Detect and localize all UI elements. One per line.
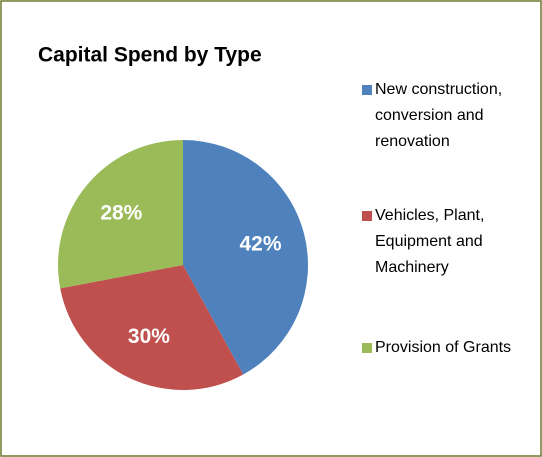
legend-swatch [362, 343, 372, 353]
legend-label: New construction, conversion and renovat… [375, 81, 503, 150]
data-label: 30% [128, 325, 170, 348]
legend-item: Provision of Grants [362, 335, 512, 361]
legend-label: Provision of Grants [375, 339, 512, 356]
legend-swatch [362, 211, 372, 221]
data-label: 28% [100, 202, 142, 225]
data-label: 42% [239, 233, 281, 256]
legend-item: New construction, conversion and renovat… [362, 77, 512, 155]
legend-swatch [362, 85, 372, 95]
chart-title: Capital Spend by Type [38, 44, 262, 67]
pie-slice [183, 140, 309, 375]
legend-item: Vehicles, Plant, Equipment and Machinery [362, 203, 512, 281]
pie-slice [60, 265, 244, 390]
legend-label: Vehicles, Plant, Equipment and Machinery [375, 207, 485, 276]
pie-slice [57, 140, 183, 289]
